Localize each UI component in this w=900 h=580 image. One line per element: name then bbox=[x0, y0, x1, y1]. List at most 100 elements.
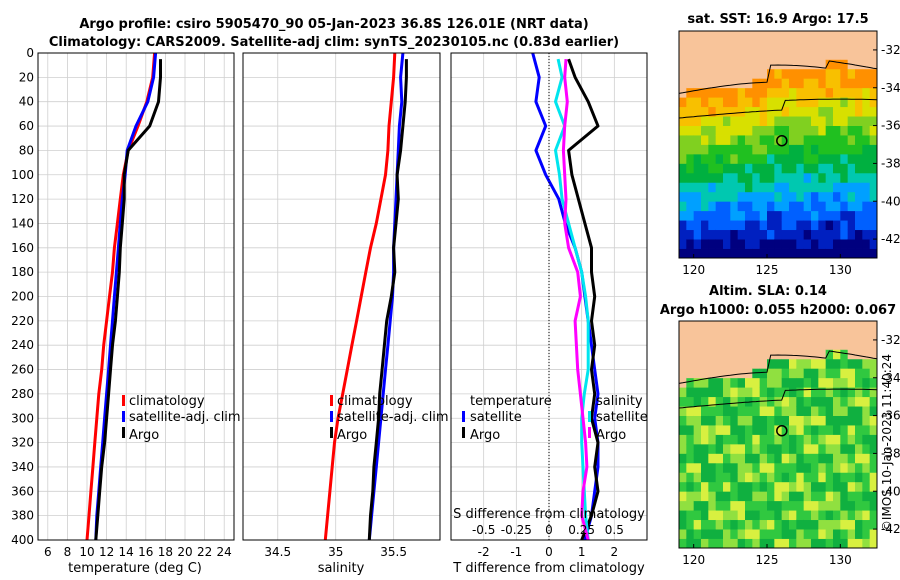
difference-legend: temperature satellite Argo salinity sate… bbox=[462, 394, 648, 443]
map-cell bbox=[679, 462, 687, 473]
map-cell bbox=[693, 135, 702, 145]
map-cell bbox=[825, 125, 834, 136]
map-cell bbox=[693, 201, 702, 212]
map-cell bbox=[767, 510, 775, 521]
map-cell bbox=[811, 472, 819, 483]
map-cell bbox=[803, 182, 812, 193]
map-cell bbox=[723, 368, 731, 379]
map-cell bbox=[715, 491, 724, 502]
map-y-tick-label: -34 bbox=[881, 81, 900, 95]
map-cell bbox=[679, 116, 687, 126]
map-cell bbox=[774, 500, 783, 511]
map-cell bbox=[679, 31, 687, 41]
map-cell bbox=[781, 358, 790, 369]
map-cell bbox=[781, 40, 790, 51]
map-cell bbox=[774, 415, 783, 426]
map-cell bbox=[855, 182, 863, 193]
map-cell bbox=[752, 144, 761, 155]
map-cell bbox=[825, 248, 834, 259]
map-cell bbox=[840, 87, 849, 98]
sla-map-axes: 120 125 130 -32 -34 -36 -38 -40 -42 bbox=[678, 320, 900, 567]
map-cell bbox=[686, 434, 695, 445]
map-cell bbox=[781, 68, 790, 79]
map-frame bbox=[678, 30, 878, 259]
map-cell bbox=[774, 49, 783, 60]
map-cell bbox=[862, 40, 871, 51]
map-cell bbox=[745, 210, 753, 221]
map-cell bbox=[840, 425, 849, 435]
map-cell bbox=[723, 538, 731, 549]
map-cell bbox=[737, 358, 746, 369]
map-cell bbox=[869, 163, 878, 174]
map-cell bbox=[847, 116, 856, 126]
map-cell bbox=[752, 40, 761, 51]
map-cell bbox=[708, 87, 717, 98]
map-cell bbox=[723, 68, 731, 79]
x-tick-label: 20 bbox=[177, 545, 192, 559]
map-cell bbox=[789, 538, 797, 549]
map-cell bbox=[811, 172, 819, 183]
x2-tick-label: -0.5 bbox=[472, 523, 495, 537]
map-cell bbox=[818, 462, 827, 473]
map-cell bbox=[869, 220, 878, 231]
map-cell bbox=[737, 396, 746, 407]
map-cell bbox=[686, 182, 695, 193]
map-cell bbox=[752, 135, 761, 145]
map-cell bbox=[759, 87, 768, 98]
map-cell bbox=[767, 116, 775, 126]
map-cell bbox=[737, 330, 746, 341]
map-cell bbox=[774, 462, 783, 473]
map-cell bbox=[752, 491, 761, 502]
map-cell bbox=[708, 519, 717, 530]
map-cell bbox=[825, 358, 834, 369]
legend-swatch-argo bbox=[330, 427, 333, 438]
map-cell bbox=[679, 415, 687, 426]
map-cell bbox=[789, 172, 797, 183]
map-cell bbox=[781, 239, 790, 249]
map-cell bbox=[833, 144, 841, 155]
map-cell bbox=[803, 472, 812, 483]
y-tick-label: 40 bbox=[19, 95, 34, 109]
map-cell bbox=[745, 377, 753, 388]
map-cell bbox=[796, 125, 805, 136]
map-cell bbox=[708, 40, 717, 51]
map-cell bbox=[825, 453, 834, 464]
map-cell bbox=[701, 472, 709, 483]
map-cell bbox=[730, 106, 739, 117]
map-cell bbox=[789, 135, 797, 145]
map-cell bbox=[759, 349, 768, 360]
map-cell bbox=[847, 472, 856, 483]
map-cell bbox=[693, 191, 702, 202]
map-cell bbox=[686, 116, 695, 126]
map-cell bbox=[796, 144, 805, 155]
map-cell bbox=[811, 434, 819, 445]
map-cell bbox=[715, 87, 724, 98]
map-cell bbox=[767, 339, 775, 350]
map-cell bbox=[686, 239, 695, 249]
map-cell bbox=[759, 425, 768, 435]
diff-x2label: S difference from climatology bbox=[453, 507, 645, 522]
map-cell bbox=[752, 59, 761, 70]
map-cell bbox=[686, 538, 695, 549]
map-cell bbox=[781, 106, 790, 117]
map-cell bbox=[759, 191, 768, 202]
map-cell bbox=[855, 229, 863, 240]
map-cell bbox=[818, 125, 827, 136]
map-cell bbox=[774, 368, 783, 379]
map-cell bbox=[715, 519, 724, 530]
map-cell bbox=[803, 239, 812, 249]
map-cell bbox=[781, 321, 790, 331]
map-cell bbox=[715, 443, 724, 454]
map-cell bbox=[745, 425, 753, 435]
map-cell bbox=[811, 321, 819, 331]
map-cell bbox=[869, 368, 878, 379]
map-cell bbox=[759, 339, 768, 350]
map-cell bbox=[723, 529, 731, 539]
map-cell bbox=[825, 472, 834, 483]
map-cell bbox=[708, 330, 717, 341]
map-cell bbox=[840, 97, 849, 108]
map-cell bbox=[686, 462, 695, 473]
map-cell bbox=[752, 330, 761, 341]
map-cell bbox=[803, 368, 812, 379]
map-cell bbox=[693, 415, 702, 426]
